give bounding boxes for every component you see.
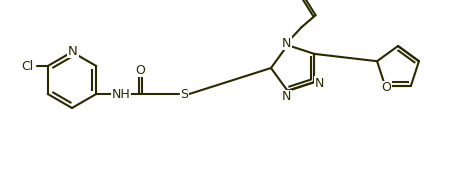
Text: N: N xyxy=(281,90,291,103)
Text: O: O xyxy=(381,81,390,94)
Text: Cl: Cl xyxy=(22,60,34,73)
Text: O: O xyxy=(135,64,145,76)
Text: S: S xyxy=(180,87,188,100)
Text: NH: NH xyxy=(112,87,130,100)
Text: N: N xyxy=(314,77,324,90)
Text: N: N xyxy=(281,37,291,50)
Text: N: N xyxy=(68,44,78,57)
